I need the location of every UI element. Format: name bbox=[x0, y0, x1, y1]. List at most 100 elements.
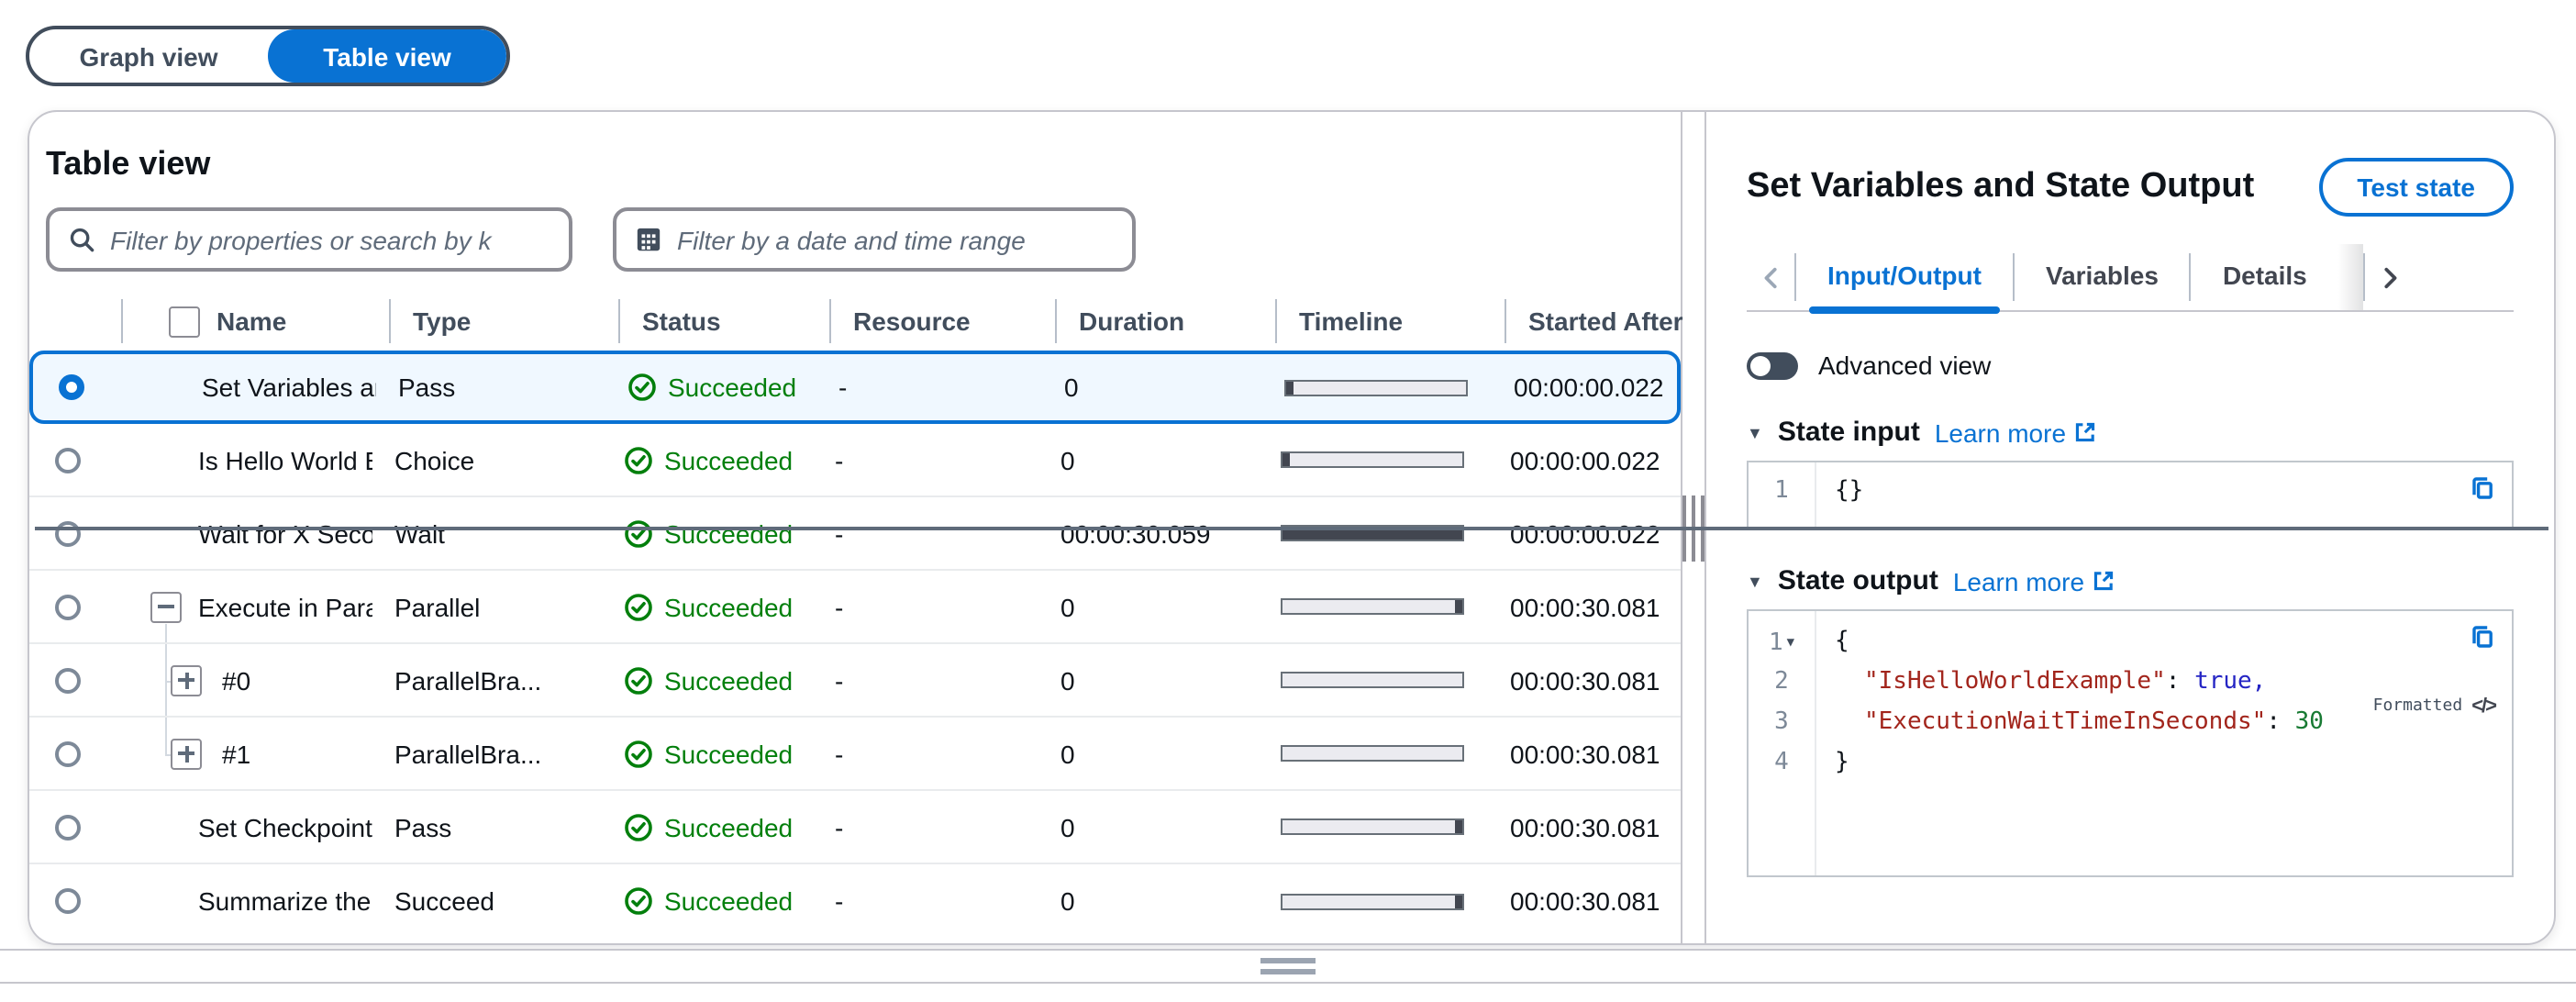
table-panel-title: Table view bbox=[46, 145, 211, 182]
succeeded-icon bbox=[625, 593, 652, 620]
copy-icon bbox=[2472, 626, 2493, 648]
state-duration: 00:00:30.059 bbox=[1060, 518, 1211, 548]
row-radio[interactable] bbox=[29, 888, 105, 914]
line-number: 1 ▼ bbox=[1768, 629, 1795, 657]
state-type: Succeed bbox=[394, 886, 494, 916]
state-resource: - bbox=[835, 812, 844, 841]
code-format-icon[interactable]: </> bbox=[2471, 696, 2497, 718]
row-radio[interactable] bbox=[29, 740, 105, 766]
state-output-learn-more-link[interactable]: Learn more bbox=[1953, 566, 2115, 596]
external-link-icon bbox=[2075, 422, 2095, 442]
status-badge: Succeeded bbox=[602, 886, 813, 916]
state-name: Set Variables ar bbox=[202, 373, 376, 402]
section-collapse-icon[interactable]: ▼ bbox=[1747, 423, 1763, 441]
table-header-row: Name Type Status Resource Duration Timel… bbox=[46, 294, 1683, 349]
column-header-duration[interactable]: Duration bbox=[1055, 299, 1275, 343]
state-duration: 0 bbox=[1060, 445, 1075, 474]
state-name: Is Hello World E bbox=[198, 445, 372, 474]
state-name: Summarize the bbox=[198, 886, 372, 916]
date-range-filter-input[interactable] bbox=[677, 225, 1114, 254]
row-radio[interactable] bbox=[29, 667, 105, 693]
copy-button[interactable] bbox=[2470, 475, 2495, 501]
table-view-button[interactable]: Table view bbox=[268, 29, 506, 83]
state-resource: - bbox=[835, 518, 844, 548]
tabs-scroll-left-button[interactable] bbox=[1747, 244, 1794, 310]
property-filter-input[interactable] bbox=[110, 225, 550, 254]
search-icon bbox=[70, 228, 94, 252]
advanced-view-label: Advanced view bbox=[1818, 351, 1992, 380]
row-radio[interactable] bbox=[29, 814, 105, 840]
timeline-bar bbox=[1281, 893, 1464, 909]
timeline-cell bbox=[1259, 745, 1488, 762]
state-duration: 0 bbox=[1064, 373, 1079, 402]
code-fold-icon[interactable]: ▼ bbox=[1786, 635, 1795, 650]
table-row[interactable]: #0 ParallelBra... Succeeded - 0 00:00:30… bbox=[29, 644, 1681, 718]
state-type: Parallel bbox=[394, 592, 481, 621]
state-started-after: 00:00:30.081 bbox=[1510, 739, 1660, 768]
advanced-view-toggle[interactable] bbox=[1747, 351, 1798, 379]
tab-variables[interactable]: Variables bbox=[2045, 261, 2159, 290]
timeline-bar bbox=[1281, 451, 1464, 468]
timeline-cell bbox=[1262, 379, 1492, 395]
status-badge: Succeeded bbox=[602, 812, 813, 841]
table-row[interactable]: Is Hello World E Choice Succeeded - 0 00… bbox=[29, 424, 1681, 497]
state-type: Wait bbox=[394, 518, 445, 548]
expand-icon[interactable] bbox=[171, 738, 202, 769]
state-started-after: 00:00:30.081 bbox=[1510, 592, 1660, 621]
graph-view-button[interactable]: Graph view bbox=[79, 41, 218, 71]
date-range-filter[interactable] bbox=[613, 207, 1136, 272]
copy-button[interactable] bbox=[2470, 624, 2495, 650]
timeline-cell bbox=[1259, 672, 1488, 688]
column-header-resource[interactable]: Resource bbox=[829, 299, 1055, 343]
column-header-timeline[interactable]: Timeline bbox=[1275, 299, 1505, 343]
tree-connector bbox=[165, 680, 174, 682]
section-collapse-icon[interactable]: ▼ bbox=[1747, 572, 1763, 590]
calendar-icon bbox=[637, 228, 661, 251]
column-header-type[interactable]: Type bbox=[389, 299, 618, 343]
table-row[interactable]: Summarize the Succeed Succeeded - 0 00:0… bbox=[29, 864, 1681, 938]
state-name: Execute in Para bbox=[198, 592, 372, 621]
tabs-scroll-fade bbox=[2337, 244, 2364, 310]
tabs-scroll-right-button[interactable] bbox=[2366, 244, 2414, 310]
table-row[interactable]: Wait for X Secon Wait Succeeded - 00:00:… bbox=[29, 497, 1681, 571]
drag-handle-icon bbox=[1260, 969, 1316, 974]
state-input-code-editor[interactable]: 1 {} bbox=[1747, 461, 2514, 529]
row-radio-selected[interactable] bbox=[33, 374, 108, 400]
tree-connector bbox=[165, 753, 174, 755]
table-row[interactable]: Set Variables ar Pass Succeeded - 0 00:0… bbox=[29, 351, 1681, 424]
expand-icon[interactable] bbox=[171, 664, 202, 696]
collapse-all-icon[interactable] bbox=[169, 306, 200, 337]
tab-details[interactable]: Details bbox=[2222, 261, 2307, 290]
state-input-heading: State input bbox=[1777, 417, 1920, 448]
succeeded-icon bbox=[625, 519, 652, 547]
tab-input-output[interactable]: Input/Output bbox=[1796, 244, 2013, 314]
state-input-learn-more-link[interactable]: Learn more bbox=[1935, 418, 2097, 447]
state-started-after: 00:00:30.081 bbox=[1510, 665, 1660, 695]
chevron-right-icon bbox=[2384, 266, 2397, 288]
table-row[interactable]: #1 ParallelBra... Succeeded - 0 00:00:30… bbox=[29, 718, 1681, 791]
succeeded-icon bbox=[625, 446, 652, 473]
panel-resize-handle-horizontal[interactable] bbox=[0, 949, 2576, 984]
timeline-bar bbox=[1281, 818, 1464, 835]
column-header-name[interactable]: Name bbox=[121, 299, 389, 343]
format-indicator: Formatted </> bbox=[2373, 696, 2497, 718]
collapse-icon[interactable] bbox=[150, 591, 182, 622]
column-header-status[interactable]: Status bbox=[618, 299, 829, 343]
view-mode-segmented-control: Graph view Table view bbox=[26, 26, 510, 86]
test-state-button[interactable]: Test state bbox=[2318, 158, 2514, 217]
timeline-cell bbox=[1259, 818, 1488, 835]
state-output-code-editor[interactable]: 1 ▼ 2 3 4 { "IsHelloWorldExample": true, … bbox=[1747, 609, 2514, 877]
table-row[interactable]: Execute in Para Parallel Succeeded - 0 0… bbox=[29, 571, 1681, 644]
state-started-after: 00:00:30.081 bbox=[1510, 812, 1660, 841]
status-badge: Succeeded bbox=[602, 592, 813, 621]
column-header-started-after[interactable]: Started After bbox=[1505, 299, 1697, 343]
row-radio[interactable] bbox=[29, 594, 105, 619]
row-radio[interactable] bbox=[29, 447, 105, 473]
state-resource: - bbox=[835, 445, 844, 474]
state-name: Set Checkpoint bbox=[198, 812, 372, 841]
row-radio[interactable] bbox=[29, 520, 105, 546]
table-row[interactable]: Set Checkpoint Pass Succeeded - 0 00:00:… bbox=[29, 791, 1681, 864]
code-line: {} bbox=[1835, 477, 1864, 505]
table-view-panel: Table view Name bbox=[29, 112, 1683, 943]
property-filter[interactable] bbox=[46, 207, 572, 272]
